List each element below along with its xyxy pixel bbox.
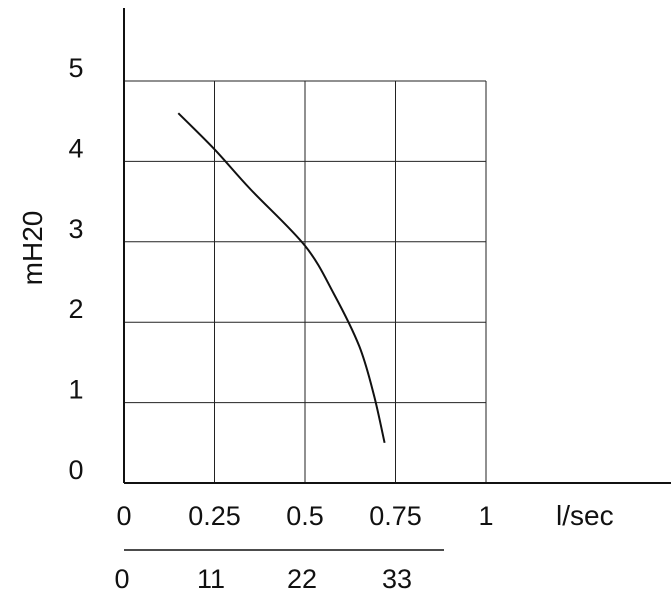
x-tick-label: 0: [116, 501, 131, 531]
x-tick-label: 0.5: [286, 501, 324, 531]
y-tick-label: 0: [68, 455, 83, 485]
x-tick-label: 1: [478, 501, 493, 531]
y-tick-label: 4: [68, 133, 83, 163]
secondary-x-tick-label: 11: [197, 564, 225, 594]
grid: [124, 80, 487, 483]
secondary-x-tick-labels: 0 11 22 33: [114, 564, 412, 594]
x-tick-labels: 0 0.25 0.5 0.75 1: [116, 501, 493, 531]
y-tick-labels: 0 1 2 3 4 5: [68, 53, 83, 485]
y-axis-title: mH20: [17, 211, 48, 286]
secondary-x-tick-label: 22: [287, 564, 317, 594]
x-tick-label: 0.75: [369, 501, 422, 531]
secondary-x-tick-label: 33: [382, 564, 412, 594]
y-tick-label: 3: [68, 214, 83, 244]
y-tick-label: 1: [68, 375, 83, 405]
series: [177, 112, 386, 444]
series-line: [177, 112, 386, 444]
x-tick-label: 0.25: [188, 501, 241, 531]
y-tick-label: 2: [68, 294, 83, 324]
x-axis-title: l/sec: [556, 500, 614, 531]
y-tick-label: 5: [68, 53, 83, 83]
secondary-x-tick-label: 0: [114, 564, 129, 594]
